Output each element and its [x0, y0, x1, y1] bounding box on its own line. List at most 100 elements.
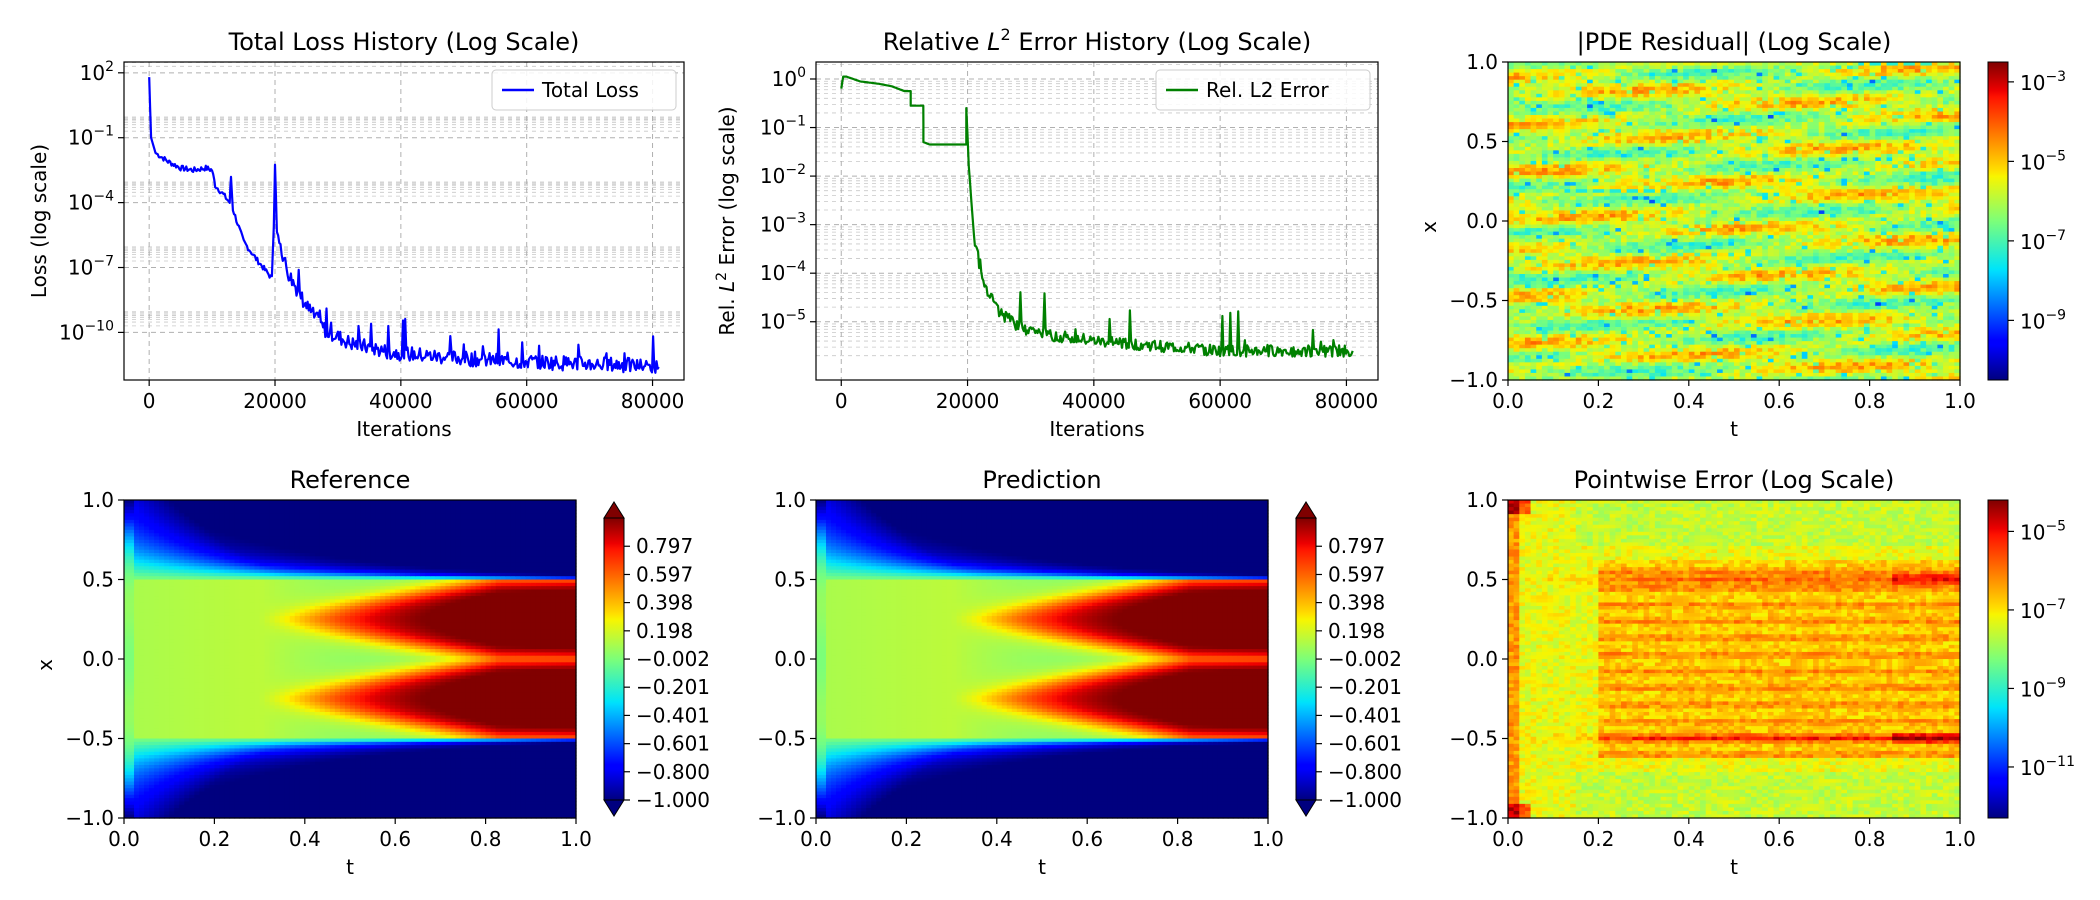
- heatmap-cell: [1722, 146, 1729, 151]
- heatmap-cell: [1592, 249, 1599, 254]
- heatmap-cell: [1570, 245, 1577, 250]
- heatmap-cell: [1530, 224, 1537, 229]
- heatmap-cell: [1609, 256, 1616, 261]
- heatmap-cell: [1773, 182, 1780, 187]
- heatmap-cell: [1508, 288, 1515, 293]
- heatmap-cell: [1541, 224, 1549, 229]
- heatmap-cell: [1547, 291, 1554, 296]
- heatmap-cell: [1547, 213, 1554, 219]
- heatmap-cell: [1541, 136, 1549, 141]
- heatmap-cell: [1587, 132, 1594, 137]
- heatmap-cell: [1508, 139, 1515, 144]
- heatmap-cell: [1564, 348, 1571, 353]
- heatmap-cell: [1621, 199, 1628, 204]
- heatmap-cell: [1666, 153, 1673, 158]
- heatmap-cell: [1609, 90, 1616, 95]
- heatmap-cell: [1700, 146, 1707, 151]
- heatmap-cell: [1558, 256, 1566, 261]
- heatmap-cell: [1604, 199, 1611, 204]
- heatmap-cell: [1700, 160, 1707, 166]
- heatmap-cell: [1677, 270, 1684, 275]
- heatmap-cell: [1739, 97, 1746, 102]
- heatmap-cell: [1541, 295, 1549, 300]
- heatmap-cell: [1767, 210, 1775, 215]
- heatmap-cell: [1587, 79, 1594, 84]
- heatmap-cell: [1654, 192, 1662, 197]
- heatmap-cell: [1581, 351, 1588, 356]
- heatmap-cell: [1728, 337, 1735, 342]
- heatmap-cell: [1598, 168, 1605, 173]
- heatmap-cell: [1609, 185, 1616, 190]
- heatmap-cell: [1654, 337, 1662, 342]
- heatmap-cell: [1660, 206, 1667, 211]
- heatmap-cell: [1762, 104, 1769, 109]
- heatmap-cell: [1587, 231, 1594, 236]
- heatmap-cell: [1592, 168, 1599, 173]
- heatmap-cell: [1745, 242, 1752, 247]
- heatmap-cell: [1553, 270, 1560, 275]
- heatmap-cell: [1553, 86, 1560, 91]
- heatmap-cell: [1745, 319, 1752, 325]
- heatmap-cell: [1784, 90, 1792, 95]
- heatmap-cell: [1637, 189, 1645, 194]
- heatmap-cell: [1637, 348, 1645, 353]
- heatmap-cell: [1705, 259, 1712, 264]
- heatmap-cell: [1694, 79, 1701, 84]
- heatmap-cell: [1739, 319, 1746, 325]
- heatmap-cell: [1705, 305, 1712, 310]
- heatmap-cell: [1677, 189, 1684, 194]
- heatmap-cell: [1621, 284, 1628, 289]
- heatmap-cell: [1519, 136, 1526, 141]
- heatmap-cell: [1671, 203, 1679, 208]
- heatmap-cell: [1570, 252, 1577, 257]
- heatmap-cell: [1598, 362, 1605, 367]
- heatmap-cell: [1621, 344, 1628, 349]
- heatmap-cell: [1564, 129, 1571, 134]
- heatmap-cell: [1519, 72, 1526, 77]
- heatmap-cell: [1654, 334, 1662, 339]
- heatmap-cell: [1677, 83, 1684, 88]
- heatmap-cell: [1728, 319, 1735, 325]
- heatmap-cell: [1666, 288, 1673, 293]
- heatmap-cell: [1530, 295, 1537, 300]
- heatmap-cell: [1683, 270, 1690, 275]
- heatmap-cell: [1801, 295, 1809, 300]
- heatmap-cell: [1745, 192, 1752, 197]
- heatmap-cell: [1541, 256, 1549, 261]
- heatmap-cell: [1570, 327, 1577, 332]
- heatmap-cell: [1722, 305, 1729, 310]
- heatmap-cell: [1570, 238, 1577, 243]
- heatmap-cell: [1745, 171, 1752, 176]
- heatmap-cell: [1621, 256, 1628, 261]
- heatmap-cell: [1756, 309, 1763, 314]
- heatmap-cell: [1609, 312, 1616, 317]
- heatmap-cell: [1609, 372, 1616, 378]
- heatmap-cell: [1581, 72, 1588, 77]
- heatmap-cell: [1587, 93, 1594, 98]
- heatmap-cell: [1654, 72, 1662, 77]
- heatmap-cell: [1694, 284, 1701, 289]
- heatmap-cell: [1694, 182, 1701, 187]
- heatmap-cell: [1604, 312, 1611, 317]
- heatmap-cell: [1587, 341, 1594, 346]
- heatmap-cell: [1575, 319, 1583, 325]
- heatmap-cell: [1750, 295, 1758, 300]
- heatmap-cell: [1790, 111, 1797, 116]
- heatmap-cell: [1553, 266, 1560, 272]
- heatmap-cell: [1587, 72, 1594, 77]
- heatmap-cell: [1513, 221, 1520, 226]
- heatmap-cell: [1660, 291, 1667, 296]
- heatmap-cell: [1790, 206, 1797, 211]
- heatmap-cell: [1796, 115, 1803, 120]
- heatmap-cell: [1807, 125, 1814, 130]
- heatmap-cell: [1801, 125, 1809, 130]
- heatmap-cell: [1530, 206, 1537, 211]
- heatmap-cell: [1767, 93, 1775, 98]
- heatmap-cell: [1773, 150, 1780, 155]
- heatmap-cell: [1683, 312, 1690, 317]
- heatmap-cell: [1530, 210, 1537, 215]
- heatmap-cell: [1558, 270, 1566, 275]
- heatmap-cell: [1728, 217, 1735, 222]
- heatmap-cell: [1637, 97, 1645, 102]
- heatmap-cell: [1660, 72, 1667, 77]
